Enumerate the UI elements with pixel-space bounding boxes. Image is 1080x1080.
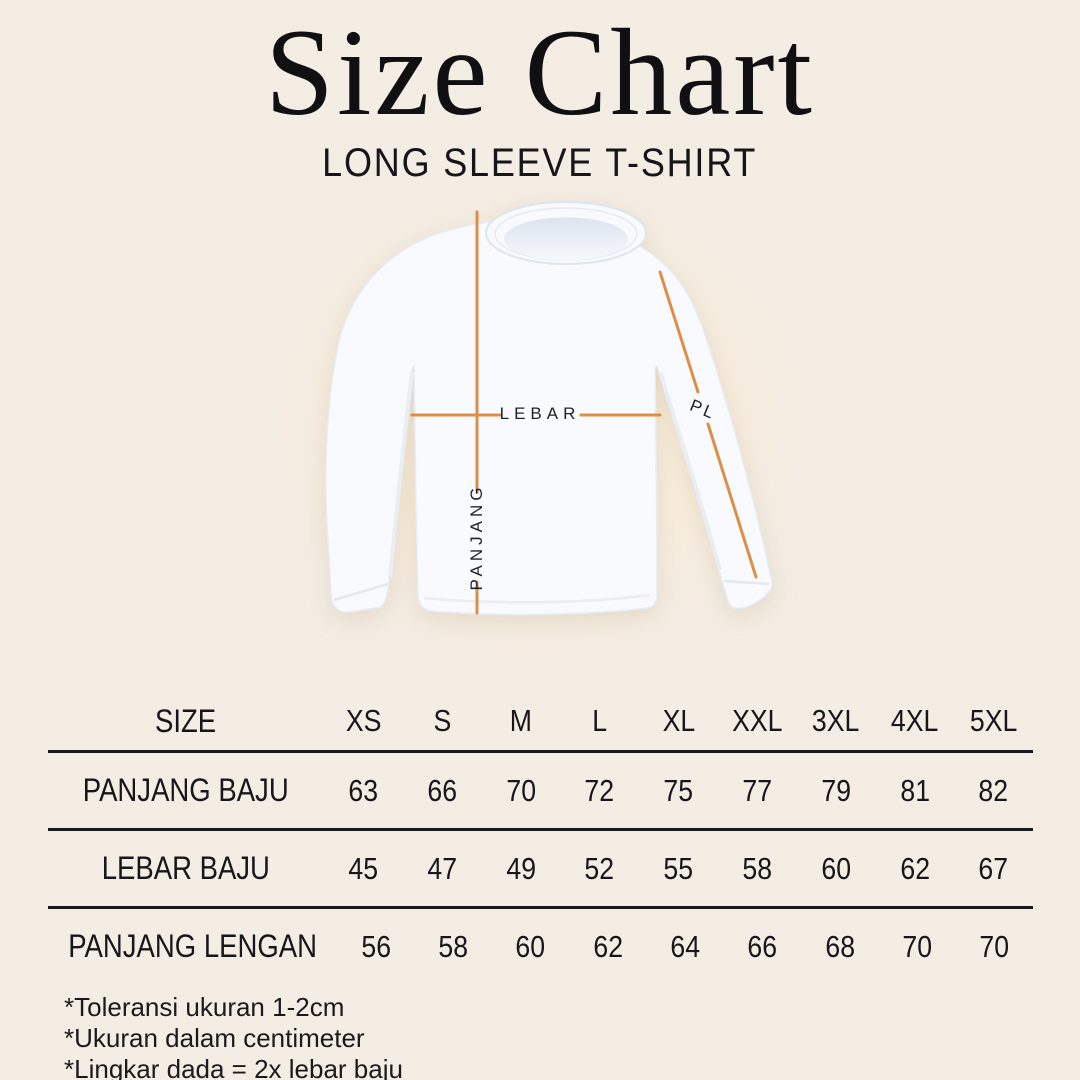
- tshirt-outline: [325, 217, 773, 616]
- cell-value: 72: [584, 772, 615, 808]
- cell-value: 64: [670, 928, 700, 964]
- measurement-lines: [410, 210, 758, 615]
- row-label: PANJANG BAJU: [83, 772, 289, 808]
- tshirt-body-group: [325, 201, 773, 616]
- column-header-size: SIZE: [155, 702, 217, 739]
- row-label: LEBAR BAJU: [101, 850, 271, 886]
- sleeve-measure-line-top: [658, 270, 700, 394]
- cell-value: 55: [663, 850, 694, 886]
- cell-value: 60: [821, 850, 851, 886]
- cell-value: 75: [663, 772, 694, 808]
- size-table-header-row: SIZE XS S M L XL XXL 3XL 4XL 5XL: [48, 692, 1033, 750]
- cell-value: 82: [978, 772, 1009, 808]
- collar-opening: [504, 217, 628, 261]
- cell-value: 58: [438, 928, 469, 964]
- length-measure-label: PANJANG: [467, 483, 486, 591]
- page-title: Size Chart: [265, 4, 815, 141]
- footnotes: *Toleransi ukuran 1-2cm *Ukuran dalam ce…: [64, 992, 403, 1080]
- cell-value: 49: [506, 850, 536, 886]
- cell-value: 52: [584, 850, 615, 886]
- cell-value: 62: [593, 928, 623, 964]
- footnote-tolerance: *Toleransi ukuran 1-2cm: [64, 992, 345, 1022]
- column-header-m: M: [509, 703, 533, 738]
- cell-value: 67: [978, 850, 1009, 886]
- column-header-3xl: 3XL: [812, 703, 860, 738]
- cell-value: 70: [902, 928, 932, 964]
- hem-seam: [423, 593, 651, 604]
- table-row-panjang-baju: PANJANG BAJU 63 66 70 72 75 77 79 81 82: [48, 750, 1033, 828]
- right-sleeve-fold: [658, 371, 722, 571]
- size-table: SIZE XS S M L XL XXL 3XL 4XL 5XL PANJANG…: [48, 692, 1033, 984]
- footnote-chest: *Lingkar dada = 2x lebar baju: [64, 1054, 403, 1080]
- cell-value: 60: [515, 928, 546, 964]
- cell-value: 58: [742, 850, 773, 886]
- cell-value: 62: [900, 850, 930, 886]
- left-cuff-seam: [333, 582, 389, 602]
- column-header-xs: XS: [345, 703, 382, 738]
- cell-value: 66: [747, 928, 778, 964]
- cell-value: 70: [979, 928, 1010, 964]
- table-row-lebar-baju: LEBAR BAJU 45 47 49 52 55 58 60 62 67: [48, 828, 1033, 906]
- left-sleeve-fold: [388, 371, 414, 579]
- cell-value: 45: [348, 850, 379, 886]
- cell-value: 77: [742, 772, 773, 808]
- footnote-unit: *Ukuran dalam centimeter: [64, 1023, 365, 1053]
- column-header-s: S: [433, 703, 452, 738]
- cell-value: 81: [900, 772, 930, 808]
- column-header-xxl: XXL: [732, 703, 783, 738]
- cell-value: 66: [427, 772, 457, 808]
- sleeve-measure-line-bottom: [706, 422, 758, 579]
- table-row-panjang-lengan: PANJANG LENGAN 56 58 60 62 64 66 68 70 7…: [48, 906, 1033, 984]
- row-label: PANJANG LENGAN: [68, 928, 318, 964]
- column-header-xl: XL: [662, 703, 695, 738]
- cell-value: 47: [427, 850, 457, 886]
- cell-value: 56: [361, 928, 391, 964]
- cell-value: 70: [506, 772, 536, 808]
- cell-value: 63: [348, 772, 379, 808]
- column-header-4xl: 4XL: [891, 703, 939, 738]
- right-cuff-seam: [723, 579, 770, 586]
- column-header-l: L: [592, 703, 608, 738]
- column-header-5xl: 5XL: [969, 703, 1018, 738]
- width-measure-label: LEBAR: [499, 404, 581, 423]
- cell-value: 79: [821, 772, 851, 808]
- cell-value: 68: [824, 928, 855, 964]
